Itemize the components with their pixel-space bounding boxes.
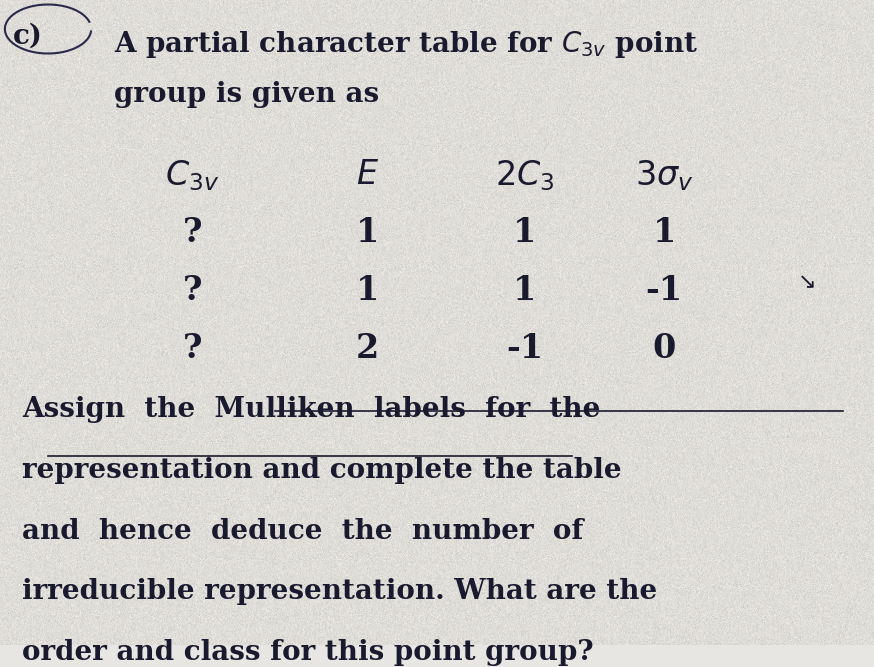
Text: 1: 1 (653, 216, 676, 249)
Text: $2C_3$: $2C_3$ (495, 158, 554, 193)
Text: -1: -1 (506, 332, 543, 365)
Text: and  hence  deduce  the  number  of: and hence deduce the number of (22, 518, 583, 545)
Text: 0: 0 (653, 332, 676, 365)
Text: $\searrow$: $\searrow$ (793, 271, 815, 293)
Text: ?: ? (183, 332, 202, 365)
Text: order and class for this point group?: order and class for this point group? (22, 639, 593, 666)
Text: 1: 1 (513, 274, 536, 307)
Text: $3\sigma_v$: $3\sigma_v$ (635, 158, 693, 193)
Text: representation and complete the table: representation and complete the table (22, 457, 621, 484)
Text: ?: ? (183, 274, 202, 307)
Text: irreducible representation. What are the: irreducible representation. What are the (22, 578, 657, 605)
Text: -1: -1 (646, 274, 683, 307)
Text: 1: 1 (513, 216, 536, 249)
Text: 1: 1 (356, 274, 378, 307)
Text: $C_{3v}$: $C_{3v}$ (165, 158, 219, 193)
Text: ?: ? (183, 216, 202, 249)
Text: Assign  the  Mulliken  labels  for  the: Assign the Mulliken labels for the (22, 396, 600, 424)
Text: 1: 1 (356, 216, 378, 249)
Text: c): c) (13, 23, 43, 49)
Text: A partial character table for $C_{3v}$ point: A partial character table for $C_{3v}$ p… (114, 29, 697, 60)
Text: 2: 2 (356, 332, 378, 365)
Text: group is given as: group is given as (114, 81, 378, 107)
Text: $E$: $E$ (356, 158, 378, 191)
